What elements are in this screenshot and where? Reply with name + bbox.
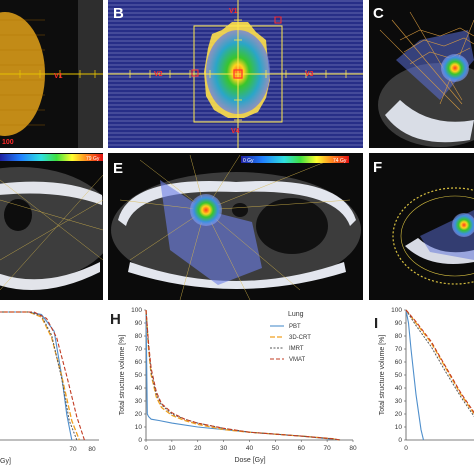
- chart-h-legend-label-3d-crt: 3D-CRT: [289, 335, 311, 341]
- panel-b-marker-v4: V4: [231, 128, 240, 135]
- chart-i-series-vmat: [405, 309, 474, 414]
- panel-d-image: 79 Gy: [0, 153, 103, 300]
- panel-b-label: B: [113, 5, 124, 22]
- chart-h-ytick-10: 10: [135, 424, 143, 431]
- chart-h-ytick-20: 20: [135, 411, 143, 418]
- panel-b-image: V1 V2 V3 V4 B: [108, 0, 363, 148]
- chart-h-series-vmat: [145, 309, 341, 441]
- chart-h-legend-label-pbt: PBT: [289, 324, 301, 330]
- chart-h-ytick-50: 50: [135, 372, 143, 379]
- chart-h-ytick-30: 30: [135, 398, 143, 405]
- chart-h-x-axis-label: Dose [Gy]: [234, 457, 265, 464]
- chart-i-series-pbt: [405, 309, 425, 441]
- panel-a-image: V1 100: [0, 0, 103, 148]
- panel-a-corner-label: 100: [2, 139, 14, 146]
- chart-h-xtick-80: 80: [349, 445, 357, 452]
- chart-i-ytick-10: 10: [395, 424, 403, 431]
- chart-g-series-3d-crt: [0, 311, 80, 441]
- chart-g-xtick-70: 70: [69, 446, 77, 453]
- panel-b-marker-v3: V3: [305, 71, 314, 78]
- chart-i-series-3d-crt: [405, 309, 474, 415]
- chart-g-series-vmat: [0, 311, 85, 441]
- chart-h-legend-title: Lung: [288, 311, 304, 318]
- chart-h-label: H: [110, 311, 121, 328]
- panel-c-label: C: [373, 5, 384, 22]
- chart-h-xtick-40: 40: [246, 445, 254, 452]
- chart-h-ytick-0: 0: [138, 437, 142, 444]
- chart-i-xtick-0: 0: [404, 445, 408, 452]
- chart-i: I 0 10 20 30 40 50 60 70 80 90 100 0 Total structu…: [374, 307, 474, 452]
- panel-e-colorbar-max: 74 Gy: [333, 158, 347, 164]
- chart-h-y-axis-label: Total structure volume [%]: [119, 335, 126, 416]
- panel-a-marker: V1: [54, 73, 63, 80]
- chart-i-series-imrt: [405, 309, 474, 418]
- chart-h-legend: Lung PBT 3D-CRT IMRT VMAT: [270, 311, 311, 363]
- chart-h-xtick-10: 10: [168, 445, 176, 452]
- chart-h-ytick-100: 100: [131, 307, 142, 314]
- chart-i-ytick-50: 50: [395, 372, 403, 379]
- chart-h-xtick-30: 30: [220, 445, 228, 452]
- chart-h-legend-label-imrt: IMRT: [289, 346, 304, 352]
- chart-h-series-3d-crt: [145, 309, 341, 441]
- chart-g-x-axis-label: Gy]: [0, 458, 11, 465]
- chart-h-legend-label-vmat: VMAT: [289, 357, 306, 363]
- panel-e-label: E: [113, 160, 123, 177]
- chart-h-xtick-0: 0: [144, 445, 148, 452]
- chart-i-ytick-100: 100: [391, 307, 402, 314]
- panel-d-colorbar-max: 79 Gy: [86, 156, 100, 162]
- chart-h-ytick-80: 80: [135, 333, 143, 340]
- chart-h-series-imrt: [145, 309, 341, 441]
- chart-h-xtick-70: 70: [324, 445, 332, 452]
- chart-g: 70 80 Gy]: [0, 311, 99, 465]
- chart-h-xtick-20: 20: [194, 445, 202, 452]
- chart-i-ytick-20: 20: [395, 411, 403, 418]
- chart-h-xtick-50: 50: [272, 445, 280, 452]
- panel-f-image: F: [369, 153, 474, 300]
- chart-i-ytick-0: 0: [398, 437, 402, 444]
- chart-h: H 0 10 20 30 40 50 60 70 80 90 100 0 10 20 30 40 50 60 70…: [110, 307, 357, 464]
- chart-i-label: I: [374, 315, 378, 332]
- chart-g-xtick-80: 80: [88, 446, 96, 453]
- panel-b-marker-v2: V2: [154, 71, 163, 78]
- chart-i-plot-area: [405, 309, 474, 441]
- chart-h-plot-area: [145, 309, 341, 441]
- chart-i-ytick-60: 60: [395, 359, 403, 366]
- chart-h-xtick-60: 60: [298, 445, 306, 452]
- panel-b-marker-v1: V1: [229, 8, 238, 15]
- panel-c-image: C: [369, 0, 474, 148]
- chart-h-ytick-90: 90: [135, 320, 143, 327]
- panel-f-label: F: [373, 159, 382, 176]
- chart-g-series-imrt: [0, 311, 78, 441]
- chart-h-ytick-60: 60: [135, 359, 143, 366]
- chart-g-plot-area: [0, 311, 85, 441]
- panel-e-image: 0 Gy 74 Gy E: [108, 153, 363, 300]
- chart-h-ytick-40: 40: [135, 385, 143, 392]
- chart-i-ytick-30: 30: [395, 398, 403, 405]
- chart-i-ytick-70: 70: [395, 346, 403, 353]
- chart-i-y-axis-label: Total structure volume [%]: [379, 335, 386, 416]
- chart-i-ytick-90: 90: [395, 320, 403, 327]
- chart-h-series-pbt: [145, 309, 341, 441]
- chart-i-ytick-40: 40: [395, 385, 403, 392]
- chart-i-ytick-80: 80: [395, 333, 403, 340]
- chart-h-ytick-70: 70: [135, 346, 143, 353]
- panel-e-colorbar-min: 0 Gy: [243, 158, 254, 164]
